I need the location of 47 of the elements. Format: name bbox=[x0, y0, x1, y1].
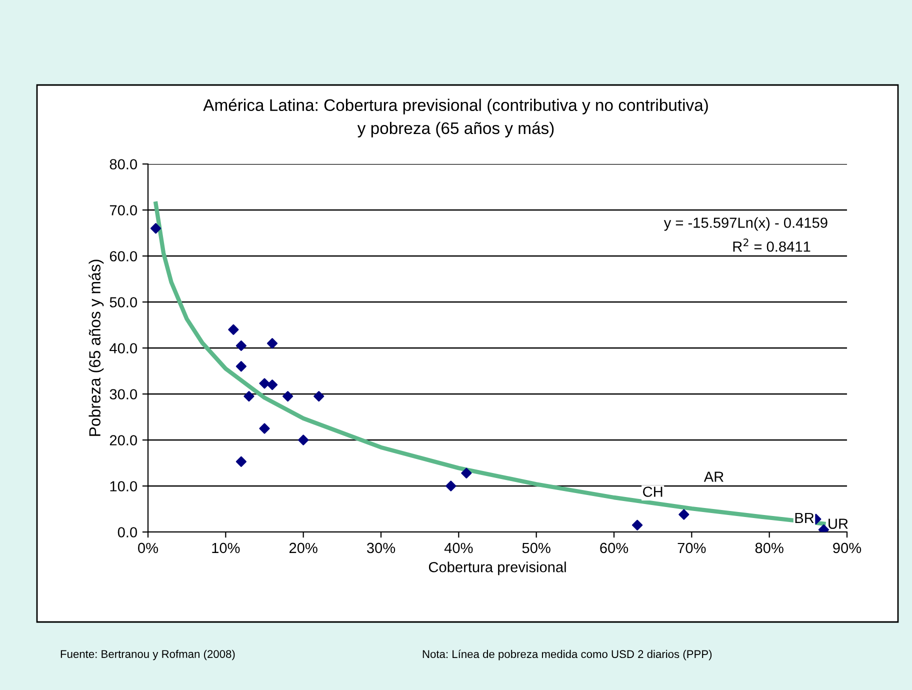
annotation: BR bbox=[795, 512, 814, 523]
x-tick-label: 70% bbox=[678, 542, 706, 554]
annotation: CH bbox=[643, 486, 662, 497]
x-tick-label: 10% bbox=[212, 542, 240, 554]
annotation: AR bbox=[704, 472, 724, 482]
point bbox=[150, 223, 162, 234]
point bbox=[244, 391, 254, 402]
point bbox=[282, 391, 294, 402]
chart-title: América Latina: Cobertura previsional (contributiva y no contributiva) y pobreza (65 años y más) bbox=[203, 98, 708, 138]
point bbox=[228, 324, 239, 335]
point bbox=[259, 378, 270, 389]
y-tick-label: 30.0 bbox=[110, 389, 138, 400]
x-tick-label: 50% bbox=[522, 542, 550, 554]
point bbox=[461, 468, 472, 478]
x-tick-label: 0% bbox=[138, 542, 158, 554]
x-tick-label: 60% bbox=[600, 542, 628, 554]
point bbox=[236, 456, 246, 467]
point bbox=[259, 423, 270, 434]
point bbox=[298, 434, 309, 446]
point bbox=[236, 340, 246, 351]
y-tick-label: 40.0 bbox=[110, 343, 138, 354]
point bbox=[314, 391, 324, 402]
x-tick-label: 80% bbox=[755, 542, 784, 554]
text: Nota: Línea de pobreza medida como USD 2 diarios (PPP) bbox=[422, 650, 712, 660]
x-tick-label: 90% bbox=[833, 542, 862, 554]
annotation: UR bbox=[828, 518, 848, 529]
y-tick-label: 70.0 bbox=[110, 205, 138, 216]
point bbox=[678, 509, 690, 520]
source-note: Fuente: Bertranou y Rofman (2008) bbox=[60, 650, 235, 660]
annotation: R$^{2}$ = 0.8411 bbox=[733, 238, 810, 252]
point bbox=[236, 361, 246, 372]
annotation: y = -15.597Ln(x) - 0.4159 bbox=[664, 217, 828, 231]
x-axis-title: Cobertura previsional bbox=[428, 562, 566, 576]
x-tick-label: 30% bbox=[366, 542, 396, 554]
y-tick-label: 50.0 bbox=[110, 297, 138, 308]
point bbox=[446, 480, 456, 492]
y-tick-label: 60.0 bbox=[110, 251, 138, 262]
x-tick-label: 20% bbox=[289, 542, 318, 554]
y-tick-label: 80.0 bbox=[110, 159, 138, 170]
point bbox=[266, 380, 278, 390]
y-tick-label: 0.0 bbox=[118, 527, 138, 538]
y-tick-label: 10.0 bbox=[110, 481, 138, 492]
y-tick-label: 20.0 bbox=[110, 435, 138, 446]
x-tick-label: 40% bbox=[444, 542, 473, 554]
point bbox=[632, 520, 643, 530]
point bbox=[266, 338, 278, 349]
y-axis-title: Pobreza (65 años y más) bbox=[88, 260, 104, 436]
